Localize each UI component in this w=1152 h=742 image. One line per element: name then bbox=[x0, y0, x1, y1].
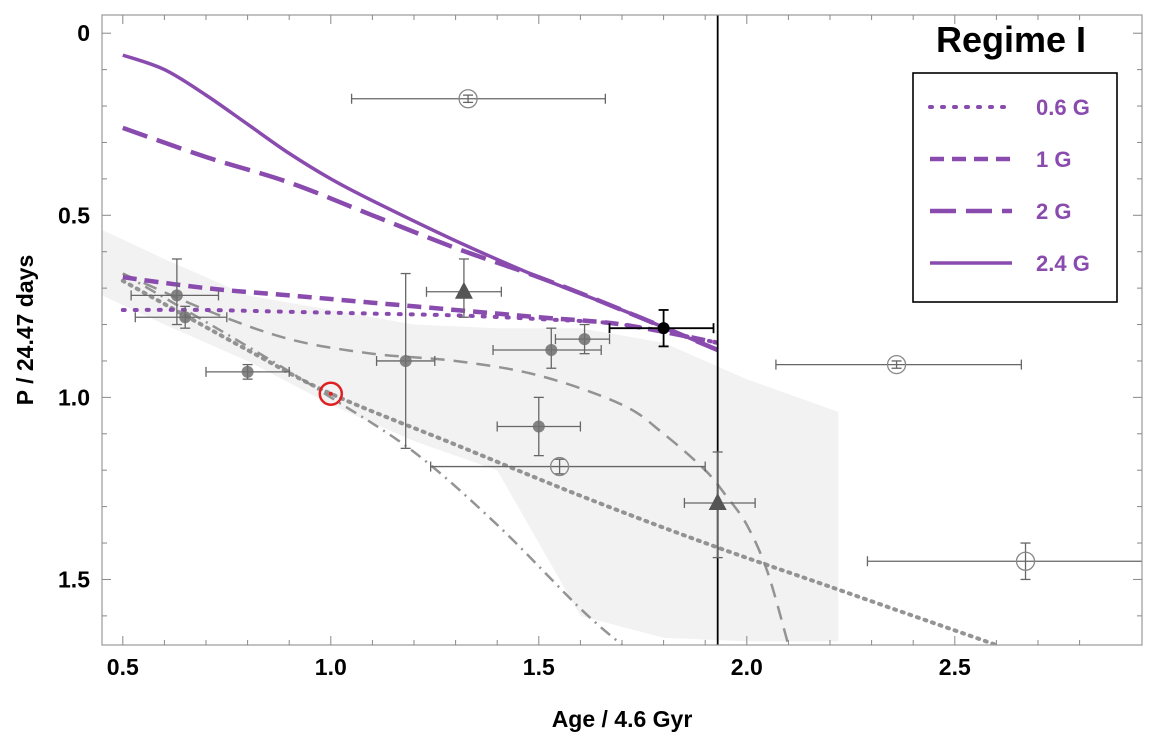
data-point-filled-gray bbox=[375, 272, 436, 450]
data-point-open bbox=[775, 354, 1023, 375]
data-point-filled-gray bbox=[130, 258, 220, 326]
data-point-filled-black bbox=[608, 309, 715, 348]
data-points-layer bbox=[130, 89, 1142, 581]
data-point-open bbox=[866, 542, 1142, 581]
gray-curve-dashed bbox=[122, 272, 790, 645]
data-point-filled-gray bbox=[496, 396, 582, 457]
filled-marker bbox=[170, 289, 183, 302]
filled-marker bbox=[578, 333, 591, 346]
gray-curves-layer bbox=[120, 272, 999, 645]
x-tick-label: 2.5 bbox=[939, 654, 971, 680]
legend-label: 2.4 G bbox=[1036, 251, 1090, 276]
filled-marker bbox=[179, 311, 192, 324]
y-tick-label: 1.5 bbox=[58, 566, 90, 592]
x-tick-label: 2.0 bbox=[731, 654, 763, 680]
x-tick-label: 0.5 bbox=[107, 654, 139, 680]
data-point-filled-gray bbox=[554, 323, 611, 355]
legend-label: 0.6 G bbox=[1036, 95, 1090, 120]
data-point-triangle bbox=[683, 451, 756, 559]
data-point-sun bbox=[318, 381, 344, 406]
axis-ticks-layer: 0.5 1.0 1.5 2.0 2.5 0 0.5 1.0 1.5 bbox=[58, 15, 1142, 680]
series-line-4 bbox=[122, 53, 719, 352]
filled-marker bbox=[657, 322, 670, 335]
filled-marker bbox=[532, 420, 545, 433]
chart-title: Regime I bbox=[936, 19, 1086, 60]
y-tick-label: 1.0 bbox=[58, 384, 90, 410]
data-point-triangle bbox=[425, 258, 503, 318]
x-axis-label: Age / 4.6 Gyr bbox=[552, 706, 693, 732]
open-marker bbox=[549, 456, 570, 477]
sun-marker-center bbox=[328, 391, 333, 396]
data-point-filled-gray bbox=[205, 363, 290, 380]
y-tick-label: 0.5 bbox=[58, 202, 90, 228]
y-axis-label: P / 24.47 days bbox=[12, 255, 38, 405]
filled-marker bbox=[399, 354, 412, 367]
shaded-band bbox=[102, 229, 839, 642]
x-tick-label: 1.0 bbox=[315, 654, 347, 680]
shaded-band-layer bbox=[102, 229, 839, 642]
model-series-layer bbox=[120, 53, 720, 353]
data-point-filled-gray bbox=[492, 327, 602, 369]
legend: 0.6 G 1 G 2 G 2.4 G bbox=[912, 72, 1118, 303]
filled-marker bbox=[545, 344, 558, 357]
x-tick-label: 1.5 bbox=[523, 654, 555, 680]
y-tick-label: 0 bbox=[77, 20, 90, 46]
legend-label: 1 G bbox=[1036, 147, 1071, 172]
legend-label: 2 G bbox=[1036, 199, 1071, 224]
gray-curve-dash-dot bbox=[122, 272, 623, 645]
data-point-open bbox=[350, 89, 607, 109]
filled-marker bbox=[241, 365, 254, 378]
triangle-marker bbox=[454, 281, 473, 299]
series-line-2 bbox=[122, 274, 719, 345]
gray-curve-dotted bbox=[120, 278, 999, 645]
sun-marker bbox=[318, 381, 344, 406]
triangle-marker bbox=[708, 492, 727, 510]
open-marker bbox=[886, 354, 907, 375]
open-marker bbox=[1015, 551, 1036, 571]
data-point-open bbox=[429, 456, 706, 477]
data-point-filled-gray bbox=[134, 305, 228, 329]
open-marker bbox=[458, 89, 478, 109]
